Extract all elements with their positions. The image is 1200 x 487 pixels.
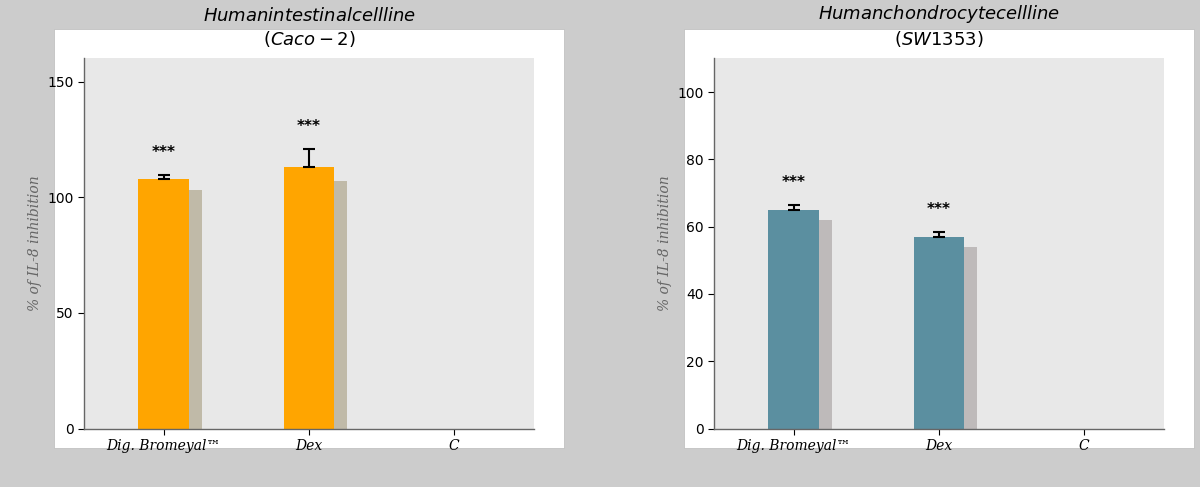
Text: ***: ***	[152, 146, 176, 160]
Y-axis label: % of IL-8 inhibition: % of IL-8 inhibition	[28, 176, 42, 311]
Text: ***: ***	[782, 175, 806, 190]
Bar	[283, 167, 335, 429]
Y-axis label: % of IL-8 inhibition: % of IL-8 inhibition	[658, 176, 672, 311]
Bar	[913, 237, 965, 429]
Bar	[920, 247, 978, 429]
Text: ***: ***	[928, 202, 952, 217]
Bar	[138, 179, 190, 429]
Bar	[768, 210, 820, 429]
Bar	[145, 190, 203, 429]
Text: ***: ***	[298, 119, 322, 134]
Title: $\bf{\it{Human intestinal cell line}}$
$\it{(Caco-2)}$: $\bf{\it{Human intestinal cell line}}$ $…	[203, 7, 415, 49]
Bar	[775, 220, 833, 429]
Title: $\bf{\it{Human chondrocyte cell line}}$
$\it{(SW1353)}$: $\bf{\it{Human chondrocyte cell line}}$ …	[818, 3, 1060, 49]
Bar	[290, 181, 348, 429]
